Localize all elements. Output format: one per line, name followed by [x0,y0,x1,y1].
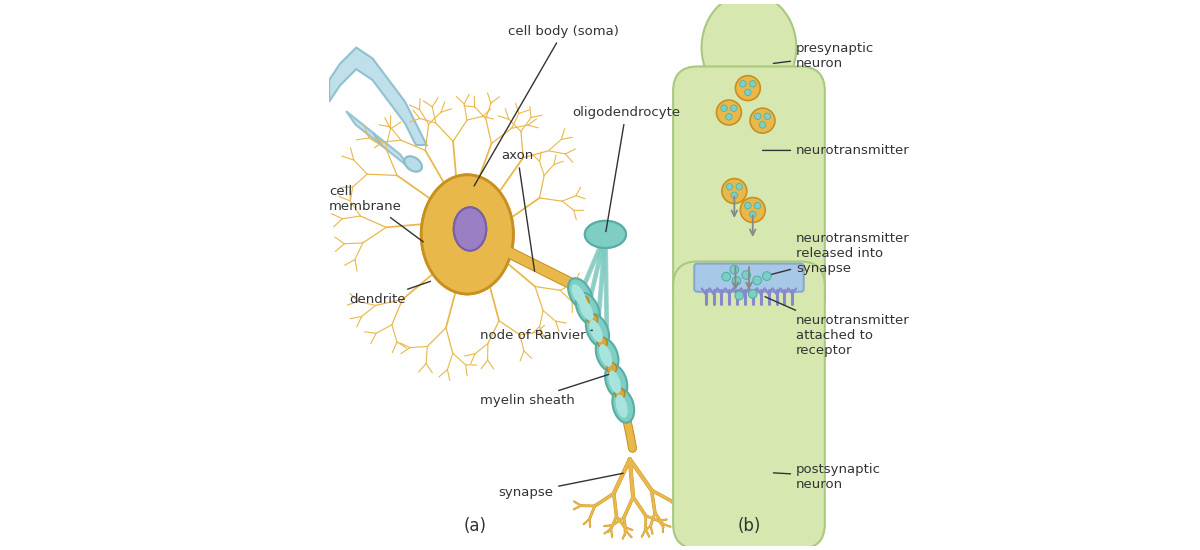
Circle shape [726,184,733,190]
Text: neurotransmitter: neurotransmitter [762,144,910,157]
Text: postsynaptic
neuron: postsynaptic neuron [774,463,881,491]
Text: axon: axon [502,150,534,271]
Ellipse shape [598,337,607,348]
Ellipse shape [580,296,589,306]
Ellipse shape [608,371,620,393]
Ellipse shape [586,314,610,347]
Ellipse shape [454,207,486,251]
Ellipse shape [404,156,422,172]
Circle shape [755,113,761,119]
Ellipse shape [589,320,602,342]
Circle shape [749,290,757,298]
Circle shape [745,202,751,209]
Ellipse shape [599,344,612,367]
FancyBboxPatch shape [673,261,824,548]
Ellipse shape [421,175,514,294]
Ellipse shape [616,394,628,418]
Circle shape [760,122,766,128]
Ellipse shape [421,175,514,294]
Circle shape [764,113,770,119]
Circle shape [745,89,751,96]
Ellipse shape [702,0,797,102]
Ellipse shape [580,299,594,321]
Ellipse shape [568,278,593,310]
Circle shape [750,80,756,87]
Polygon shape [346,111,383,146]
Circle shape [752,276,762,285]
Circle shape [736,184,743,190]
Ellipse shape [454,207,486,251]
Ellipse shape [571,284,587,306]
Text: neurotransmitter
released into
synapse: neurotransmitter released into synapse [772,232,910,275]
Ellipse shape [614,388,625,399]
Ellipse shape [576,293,600,325]
Circle shape [722,179,746,204]
Circle shape [740,197,766,222]
Circle shape [755,202,761,209]
Text: neurotransmitter
attached to
receptor: neurotransmitter attached to receptor [766,296,910,357]
Ellipse shape [595,338,618,372]
Text: dendrite: dendrite [349,281,431,306]
Circle shape [726,114,732,120]
Ellipse shape [584,221,626,248]
Ellipse shape [607,362,617,373]
FancyBboxPatch shape [695,263,804,292]
Circle shape [730,265,739,274]
Text: myelin sheath: myelin sheath [480,375,608,407]
Text: (b): (b) [737,517,761,535]
Text: node of Ranvier: node of Ranvier [480,329,593,342]
Circle shape [734,292,744,300]
Circle shape [721,105,727,112]
Circle shape [722,272,731,281]
Circle shape [731,105,737,112]
Text: presynaptic
neuron: presynaptic neuron [773,42,875,70]
Text: cell
membrane: cell membrane [329,185,424,242]
Polygon shape [373,133,409,168]
Circle shape [739,80,746,87]
Circle shape [716,100,742,125]
Text: (a): (a) [464,517,487,535]
Circle shape [742,271,750,279]
Text: cell body (soma): cell body (soma) [474,25,619,186]
Ellipse shape [612,389,634,423]
Circle shape [731,192,738,199]
Circle shape [750,108,775,133]
Circle shape [750,211,756,218]
Polygon shape [329,47,427,145]
Text: synapse: synapse [498,473,623,499]
Ellipse shape [584,221,626,248]
Text: oligodendrocyte: oligodendrocyte [572,106,680,232]
Circle shape [732,277,740,285]
Ellipse shape [588,314,598,324]
Ellipse shape [605,365,628,398]
Circle shape [736,76,761,101]
Circle shape [762,272,772,280]
FancyBboxPatch shape [673,67,824,321]
